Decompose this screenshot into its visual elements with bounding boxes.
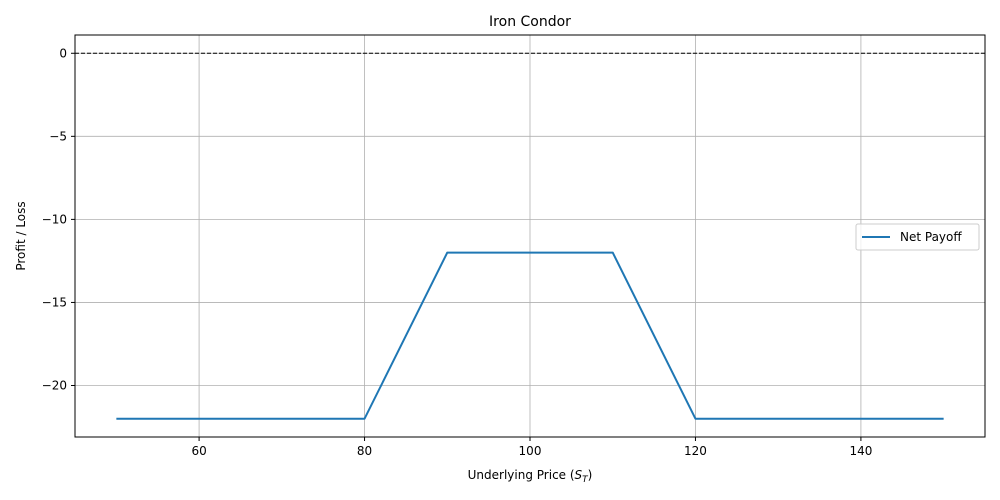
y-tick-label: 0	[59, 46, 67, 60]
chart-title: Iron Condor	[489, 14, 571, 30]
x-tick-label: 60	[191, 444, 206, 458]
x-axis-label-variable: S	[575, 468, 583, 482]
legend-box	[855, 223, 980, 251]
x-axis-label-subscript: T	[582, 475, 589, 485]
legend-label-net-payoff: Net Payoff	[900, 230, 962, 244]
x-tick-label: 120	[684, 444, 707, 458]
y-tick-label: −10	[42, 212, 67, 226]
x-axis-label-text: Underlying Price (	[468, 468, 575, 482]
x-axis-ticks: 60 80 100 120 140	[191, 437, 872, 458]
x-axis-label-close: )	[588, 468, 593, 482]
x-tick-label: 140	[849, 444, 872, 458]
x-tick-label: 100	[519, 444, 542, 458]
series-line-net-payoff	[116, 251, 944, 420]
x-axis-label: Underlying Price (ST)	[468, 468, 593, 485]
x-tick-label: 80	[357, 444, 372, 458]
y-axis-label: Profit / Loss	[14, 201, 28, 270]
y-axis-ticks: 0 −5 −10 −15 −20	[42, 46, 75, 393]
y-tick-label: −5	[49, 129, 67, 143]
y-tick-label: −15	[42, 295, 67, 309]
y-tick-label: −20	[42, 379, 67, 393]
legend: Net Payoff	[855, 223, 980, 251]
